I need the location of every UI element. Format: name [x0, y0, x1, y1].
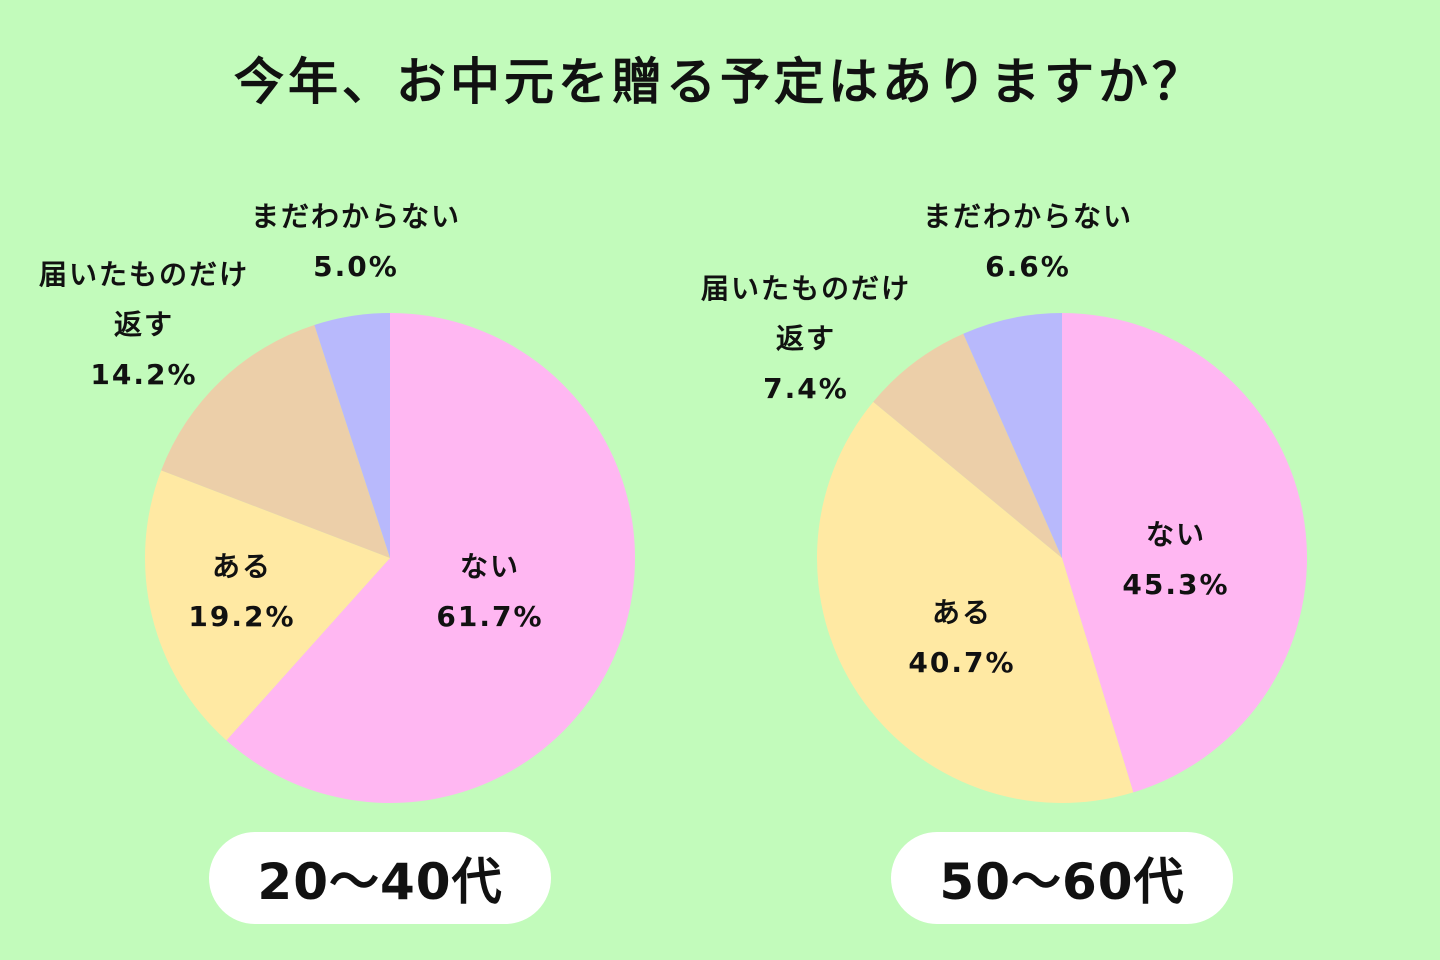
pie-slice-nai: [1062, 313, 1307, 793]
group-label-20-40: 20〜40代: [209, 832, 551, 924]
pie-slice-aru: [145, 470, 390, 741]
pie-chart-20-40: [145, 313, 635, 803]
slice-label-todoita: 届いたものだけ 返す 14.2%: [38, 258, 249, 391]
slice-label-todoita: 届いたものだけ 返す 7.4%: [700, 272, 911, 405]
slice-label-aru: ある 40.7%: [908, 596, 1016, 679]
pie-slice-mada: [963, 313, 1062, 558]
slice-label-mada: まだわからない 5.0%: [250, 200, 461, 283]
pie-slice-todoita: [873, 333, 1062, 558]
pie-slice-todoita: [161, 324, 390, 558]
slice-label-nai: ない 45.3%: [1122, 518, 1230, 601]
pie-chart-50-60: [817, 313, 1307, 803]
group-label-50-60: 50〜60代: [891, 832, 1233, 924]
pie-slice-mada: [314, 313, 390, 558]
slice-label-nai: ない 61.7%: [436, 550, 544, 633]
slice-label-aru: ある 19.2%: [188, 550, 296, 633]
pie-slice-aru: [817, 401, 1134, 803]
chart-title: 今年、お中元を贈る予定はありますか？: [234, 53, 1206, 111]
pie-slice-nai: [226, 313, 635, 803]
slice-label-mada: まだわからない 6.6%: [922, 200, 1133, 283]
